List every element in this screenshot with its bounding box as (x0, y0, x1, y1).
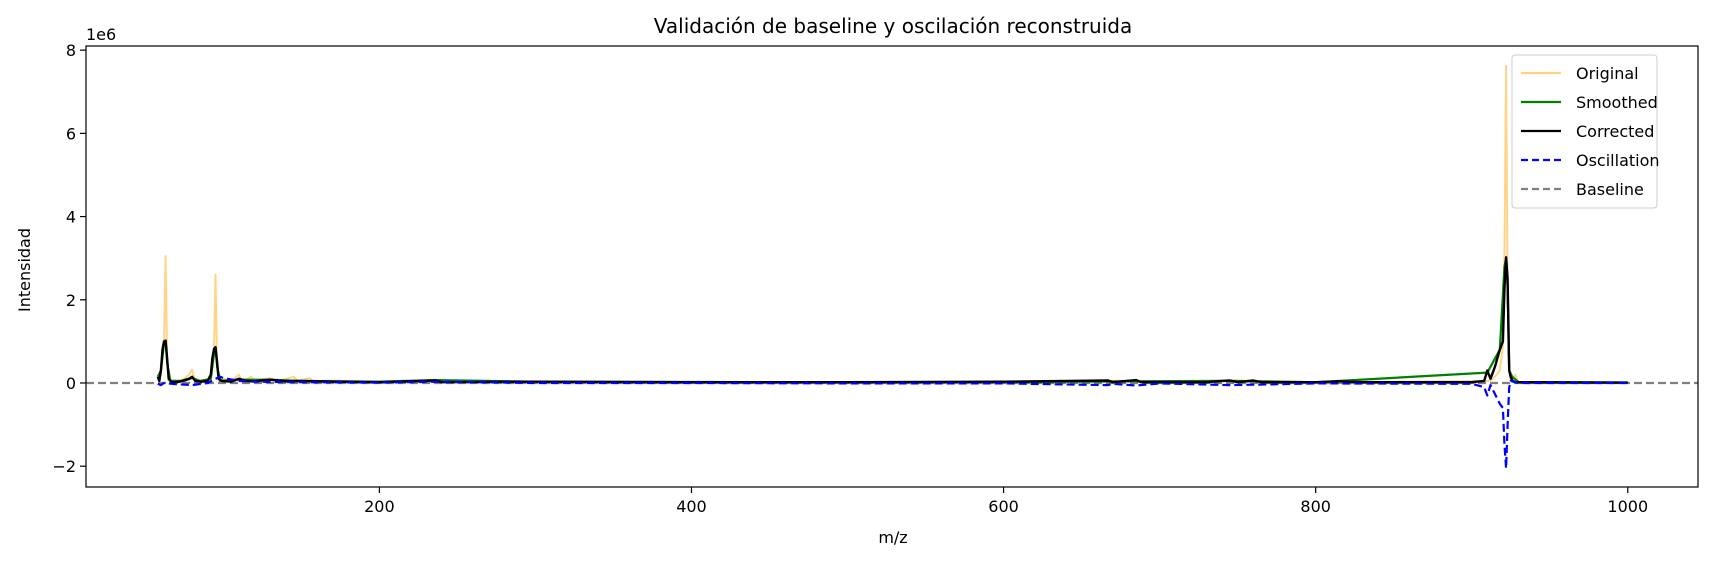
y-tick-label: 4 (66, 208, 76, 227)
legend-label-original: Original (1576, 64, 1639, 83)
y-tick-label: 6 (66, 124, 76, 143)
axes: 200 400 600 800 1000 −2 0 2 4 6 8 (52, 41, 1699, 516)
series-oscillation-line (157, 375, 1628, 470)
chart-title: Validación de baseline y oscilación reco… (654, 14, 1132, 38)
axes-frame (85, 45, 1699, 488)
plot-area (86, 65, 1698, 470)
x-tick-label: 1000 (1607, 497, 1648, 516)
x-tick-label: 200 (364, 497, 395, 516)
x-tick-label: 400 (676, 497, 707, 516)
x-axis-label: m/z (878, 528, 907, 547)
x-tick-label: 600 (988, 497, 1019, 516)
series-original-line (156, 65, 1628, 384)
legend-label-oscillation: Oscillation (1576, 151, 1660, 170)
legend: Original Smoothed Corrected Oscillation Base… (1511, 54, 1660, 209)
legend-label-baseline: Baseline (1576, 180, 1644, 199)
y-tick-label: 8 (66, 41, 76, 60)
y-axis-label: Intensidad (15, 228, 34, 312)
legend-box (1511, 54, 1658, 209)
x-tick-label: 800 (1300, 497, 1331, 516)
series-smoothed-line (156, 257, 1628, 384)
y-offset-label: 1e6 (86, 25, 116, 44)
y-tick-label: 2 (66, 291, 76, 310)
y-tick-label: −2 (52, 457, 76, 476)
legend-label-smoothed: Smoothed (1576, 93, 1658, 112)
y-tick-label: 0 (66, 374, 76, 393)
series-corrected-line (156, 256, 1628, 384)
legend-label-corrected: Corrected (1576, 122, 1654, 141)
